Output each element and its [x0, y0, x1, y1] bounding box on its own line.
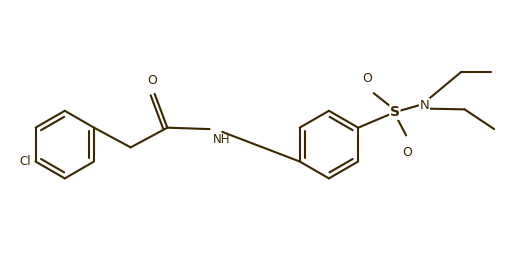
Text: Cl: Cl [20, 155, 31, 168]
Text: S: S [390, 105, 400, 119]
Text: NH: NH [212, 133, 230, 146]
Text: O: O [147, 74, 157, 87]
Text: O: O [403, 146, 413, 159]
Text: N: N [420, 99, 429, 112]
Text: O: O [362, 72, 372, 85]
